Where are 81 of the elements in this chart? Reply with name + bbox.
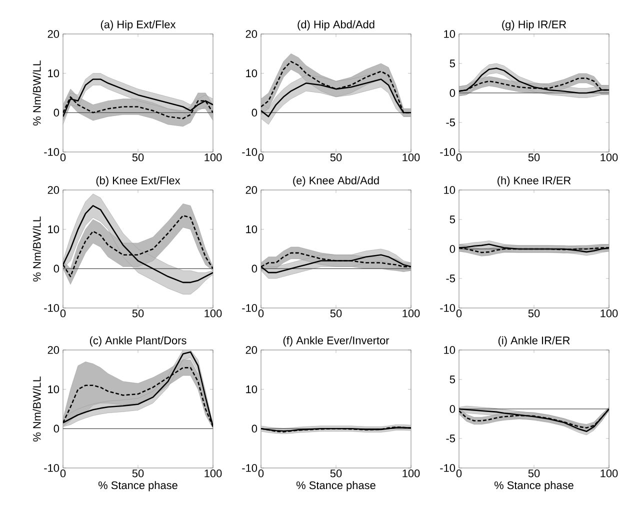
chart-title: (b) Knee Ext/Flex — [96, 176, 180, 186]
y-tick-label: -10 — [44, 148, 60, 156]
chart-title: (a) Hip Ext/Flex — [100, 20, 176, 30]
chart-title: (h) Knee IR/ER — [498, 176, 571, 186]
y-tick-label: 5 — [450, 216, 456, 224]
x-axis-title: % Stance phase — [98, 481, 178, 492]
x-tick-label: 50 — [528, 310, 540, 318]
x-tick-label: 50 — [132, 310, 144, 318]
x-tick-label: 100 — [600, 154, 618, 162]
y-tick-label: 10 — [48, 385, 60, 394]
x-tick-label: 100 — [204, 154, 222, 162]
y-tick-label: -10 — [440, 464, 456, 472]
x-tick-label: 100 — [204, 310, 222, 318]
chart-title: (g) Hip IR/ER — [502, 20, 566, 30]
y-tick-label: 20 — [246, 346, 258, 354]
y-tick-label: 0 — [450, 405, 456, 413]
x-tick-label: 50 — [132, 154, 144, 162]
x-tick-label: 0 — [60, 470, 66, 478]
y-tick-label: 20 — [246, 30, 258, 38]
y-tick-label: -10 — [440, 148, 456, 156]
y-tick-label: 20 — [246, 186, 258, 194]
x-tick-label: 0 — [456, 154, 462, 162]
y-tick-label: 5 — [450, 60, 456, 68]
y-tick-label: -5 — [446, 118, 456, 126]
x-tick-label: 100 — [204, 470, 222, 478]
x-tick-label: 100 — [600, 310, 618, 318]
chart-title: (f) Ankle Ever/Invertor — [283, 336, 390, 346]
y-tick-label: -10 — [242, 304, 258, 312]
y-axis-title: % Nm/BW/LL — [32, 60, 41, 126]
y-tick-label: 0 — [252, 108, 258, 117]
y-tick-label: -10 — [242, 464, 258, 472]
x-tick-label: 100 — [402, 310, 420, 318]
y-tick-label: -5 — [446, 434, 456, 442]
x-tick-label: 50 — [330, 310, 342, 318]
y-tick-label: 20 — [48, 186, 60, 194]
y-tick-label: -10 — [44, 464, 60, 472]
x-tick-label: 0 — [60, 310, 66, 318]
x-tick-label: 50 — [528, 470, 540, 478]
y-tick-label: 10 — [246, 385, 258, 394]
y-tick-label: 20 — [48, 346, 60, 354]
y-tick-label: 10 — [48, 69, 60, 78]
y-tick-label: 0 — [252, 424, 258, 433]
y-tick-label: -5 — [446, 274, 456, 282]
y-tick-label: 10 — [48, 225, 60, 234]
x-tick-label: 100 — [402, 154, 420, 162]
x-axis-title: % Stance phase — [494, 481, 574, 492]
x-tick-label: 0 — [258, 310, 264, 318]
y-tick-label: 20 — [48, 30, 60, 38]
x-tick-label: 0 — [456, 470, 462, 478]
x-tick-label: 0 — [456, 310, 462, 318]
y-tick-label: 5 — [450, 376, 456, 384]
y-tick-label: 0 — [252, 264, 258, 273]
x-tick-label: 100 — [402, 470, 420, 478]
chart-title: (i) Ankle IR/ER — [498, 336, 570, 346]
x-tick-label: 100 — [600, 470, 618, 478]
y-tick-label: 0 — [450, 89, 456, 97]
y-tick-label: -10 — [242, 148, 258, 156]
y-tick-label: 0 — [54, 424, 60, 433]
y-tick-label: -10 — [44, 304, 60, 312]
y-tick-label: -10 — [440, 304, 456, 312]
x-tick-label: 0 — [60, 154, 66, 162]
x-tick-label: 0 — [258, 154, 264, 162]
y-tick-label: 0 — [54, 108, 60, 117]
x-axis-title: % Stance phase — [296, 481, 376, 492]
chart-title: (e) Knee Abd/Add — [293, 176, 379, 186]
y-axis-title: % Nm/BW/LL — [32, 376, 41, 442]
x-tick-label: 50 — [330, 470, 342, 478]
y-tick-label: 10 — [444, 346, 456, 354]
y-tick-label: 10 — [246, 69, 258, 78]
y-tick-label: 0 — [450, 245, 456, 253]
chart-title: (c) Ankle Plant/Dors — [90, 336, 186, 346]
y-axis-title: % Nm/BW/LL — [32, 216, 41, 282]
y-tick-label: 0 — [54, 264, 60, 273]
x-tick-label: 50 — [330, 154, 342, 162]
x-tick-label: 50 — [132, 470, 144, 478]
y-tick-label: 10 — [444, 30, 456, 38]
y-tick-label: 10 — [246, 225, 258, 234]
x-tick-label: 50 — [528, 154, 540, 162]
x-tick-label: 0 — [258, 470, 264, 478]
y-tick-label: 10 — [444, 186, 456, 194]
chart-title: (d) Hip Abd/Add — [298, 20, 374, 30]
